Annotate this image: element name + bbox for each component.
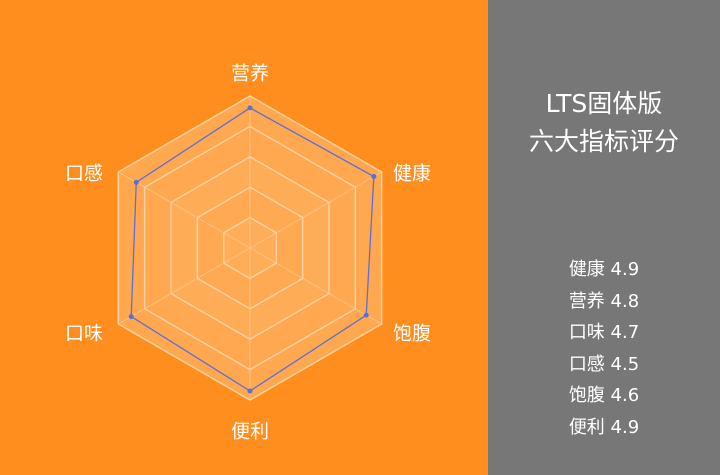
data-point [133,179,139,185]
score-item: 健康 4.9 [568,259,640,280]
panel-title-line2: 六大指标评分 [528,127,679,156]
data-point [247,388,253,394]
score-item: 便利 4.9 [568,416,640,438]
panel-title-line1: LTS固体版 [545,89,663,118]
axis-line [249,247,382,325]
score-item: 饱腹 4.6 [568,385,640,406]
score-item: 口感 4.5 [568,353,640,375]
data-point [128,314,134,320]
score-item: 口味 4.7 [568,322,640,343]
axis-label-satiety: 饱腹 [392,322,432,345]
axis-line [249,171,382,249]
radar-chart [117,95,383,401]
axis-label-taste: 口味 [64,322,104,345]
axis-label-texture: 口感 [64,162,104,185]
axis-line [118,171,251,249]
axis-label-nutrition: 营养 [230,62,270,85]
score-item: 营养 4.8 [568,290,640,312]
score-list: 健康 4.9 营养 4.8 口味 4.7 口感 4.5 饱腹 4.6 便利 4.… [488,254,720,443]
axis-line [118,247,251,325]
data-point [247,105,253,111]
axis-label-convenience: 便利 [230,420,270,443]
info-panel: LTS固体版 六大指标评分 健康 4.9 营养 4.8 口味 4.7 口感 4.… [488,0,720,475]
data-point [363,312,369,318]
axis-label-health: 健康 [392,162,432,185]
data-point [371,173,377,179]
chart-panel: 营养 健康 饱腹 便利 口味 口感 [64,62,432,443]
